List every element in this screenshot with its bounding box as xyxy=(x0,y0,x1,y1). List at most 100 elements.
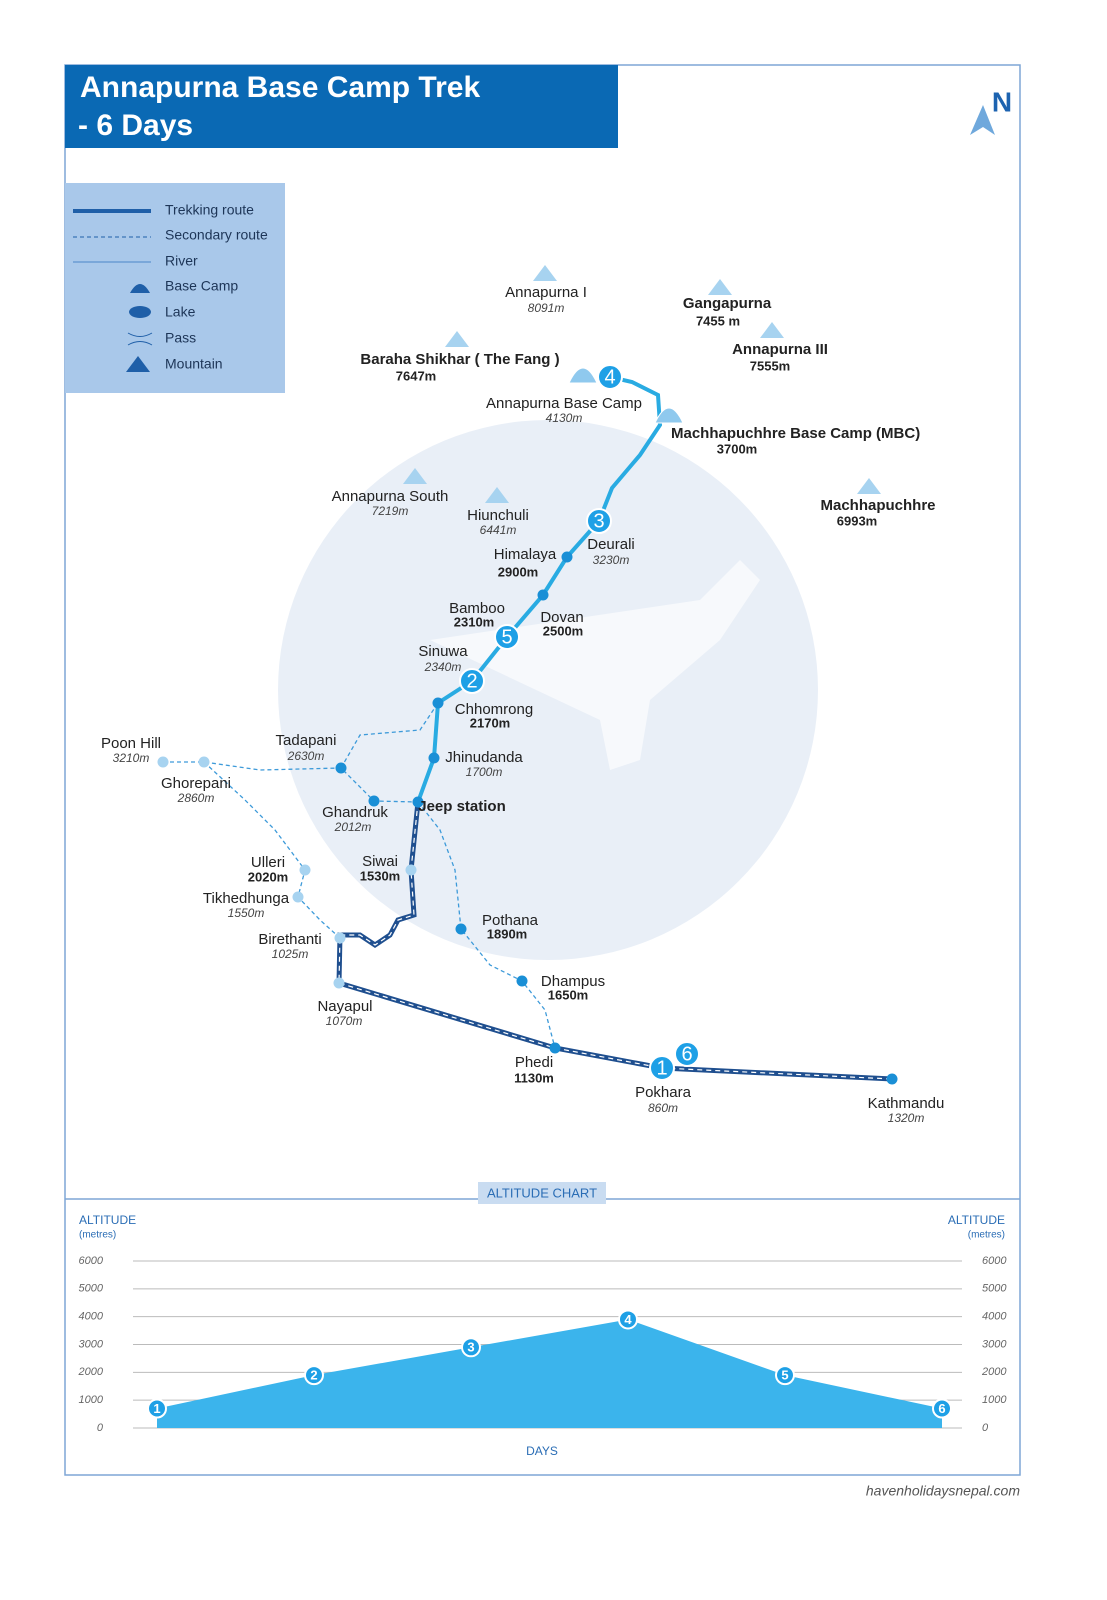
place-altitude: 1130m xyxy=(514,1070,554,1085)
day-point-label: 2 xyxy=(310,1368,317,1383)
title: - 6 Days xyxy=(78,109,193,142)
place-altitude: 2500m xyxy=(543,623,583,638)
trekking-route xyxy=(416,375,663,803)
mountain-name: Annapurna I xyxy=(505,284,587,301)
day-point-label: 6 xyxy=(938,1401,945,1416)
place-dot xyxy=(455,923,467,935)
compass-arrow xyxy=(970,105,995,135)
place-name: Pothana xyxy=(482,912,539,929)
legend-icon xyxy=(127,332,153,346)
place-altitude: 2630m xyxy=(287,749,325,763)
y2-tick-label: 6000 xyxy=(982,1255,1007,1267)
place-altitude: 1700m xyxy=(466,765,503,779)
y2-axis-label: ALTITUDE xyxy=(948,1213,1005,1227)
day-marker-label: 6 xyxy=(681,1043,692,1065)
legend: Trekking route Secondary route River Base C… xyxy=(165,202,268,372)
y2-tick-label: 2000 xyxy=(981,1366,1007,1378)
secondary-route xyxy=(340,702,439,769)
place-name: Kathmandu xyxy=(868,1095,945,1112)
place-dot xyxy=(299,864,311,876)
place-name: Nayapul xyxy=(317,998,372,1015)
day-marker xyxy=(586,508,612,534)
mountain-name: Baraha Shikhar ( The Fang ) xyxy=(360,351,559,368)
place-name: Tadapani xyxy=(276,732,337,749)
day-point-label: 4 xyxy=(624,1312,632,1327)
place-name: Tikhedhunga xyxy=(203,890,290,907)
place-dot xyxy=(549,1042,561,1054)
place-altitude: 2900m xyxy=(498,564,538,579)
place-altitude: 4130m xyxy=(546,411,583,425)
mountain-altitude: 7219m xyxy=(372,504,409,518)
legend-label: River xyxy=(165,253,198,269)
place-dot xyxy=(516,975,528,987)
y-tick-label: 3000 xyxy=(79,1338,104,1350)
legend-icon xyxy=(130,284,150,293)
mountain-icon xyxy=(403,468,427,484)
y2-tick-label: 3000 xyxy=(982,1338,1007,1350)
place-name: Phedi xyxy=(515,1054,553,1071)
y-tick-label: 0 xyxy=(97,1422,104,1434)
place-altitude: 2012m xyxy=(334,820,372,834)
y-tick-label: 1000 xyxy=(79,1394,104,1406)
place-name: Pokhara xyxy=(635,1084,692,1101)
legend-label: Base Camp xyxy=(165,278,238,294)
place-name: Ghandruk xyxy=(322,804,388,821)
place-altitude: 3230m xyxy=(593,553,630,567)
mountain-altitude: 7647m xyxy=(396,368,436,383)
place-dot xyxy=(198,756,210,768)
place-altitude: 1025m xyxy=(272,947,309,961)
chart-title: ALTITUDE CHART xyxy=(487,1185,597,1200)
place-dot xyxy=(537,589,549,601)
day-marker-label: 1 xyxy=(656,1057,667,1079)
y-tick-label: 5000 xyxy=(79,1283,104,1295)
place-dot xyxy=(292,891,304,903)
place-name: Siwai xyxy=(362,853,398,870)
mountain-altitude: 6993m xyxy=(837,513,877,528)
mountain-altitude: 6441m xyxy=(480,523,517,537)
place-dot xyxy=(334,932,346,944)
place-altitude: 1650m xyxy=(548,987,588,1002)
mountain-name: Gangapurna xyxy=(683,295,772,312)
day-marker xyxy=(649,1055,675,1081)
day-marker-label: 4 xyxy=(604,366,615,388)
x-axis-label: DAYS xyxy=(526,1444,558,1458)
place-altitude: 1070m xyxy=(326,1014,363,1028)
place-name: Jeep station xyxy=(418,798,506,815)
mountain-icon xyxy=(445,331,469,347)
day-point xyxy=(932,1398,952,1419)
y-axis-label: ALTITUDE xyxy=(79,1213,136,1227)
base-camp-icon xyxy=(568,367,598,384)
day-point xyxy=(775,1365,795,1386)
place-name: Ghorepani xyxy=(161,775,231,792)
place-name: Sinuwa xyxy=(418,643,468,660)
place-name: Bamboo xyxy=(449,600,505,617)
place-altitude: 1530m xyxy=(360,868,400,883)
chart-tab xyxy=(478,1182,606,1204)
place-name: Machhapuchhre Base Camp (MBC) xyxy=(671,425,920,442)
mountain-icon xyxy=(533,265,557,281)
place-altitude: 2860m xyxy=(177,791,215,805)
y2-tick-label: 4000 xyxy=(982,1311,1007,1323)
day-point xyxy=(147,1398,167,1419)
mountain-altitude: 8091m xyxy=(528,301,565,315)
day-marker xyxy=(494,624,520,650)
y-tick-label: 4000 xyxy=(79,1311,104,1323)
place-name: Chhomrong xyxy=(455,701,533,718)
legend-label: Trekking route xyxy=(165,202,254,218)
legend-icon xyxy=(129,306,151,318)
mountain-altitude: 7555m xyxy=(750,358,790,373)
legend-box xyxy=(65,183,285,393)
secondary-route xyxy=(163,761,419,803)
place-altitude: 2340m xyxy=(424,660,462,674)
mountain-icon xyxy=(857,478,881,494)
place-name: Birethanti xyxy=(258,931,321,948)
road-inner xyxy=(338,801,893,1080)
day-marker-label: 2 xyxy=(466,670,477,692)
place-altitude: 860m xyxy=(648,1101,678,1115)
day-point xyxy=(304,1365,324,1386)
y2-tick-label: 1000 xyxy=(982,1394,1007,1406)
y2-tick-label: 0 xyxy=(982,1422,989,1434)
place-altitude: 3700m xyxy=(717,441,757,456)
plane-watermark xyxy=(430,560,760,770)
